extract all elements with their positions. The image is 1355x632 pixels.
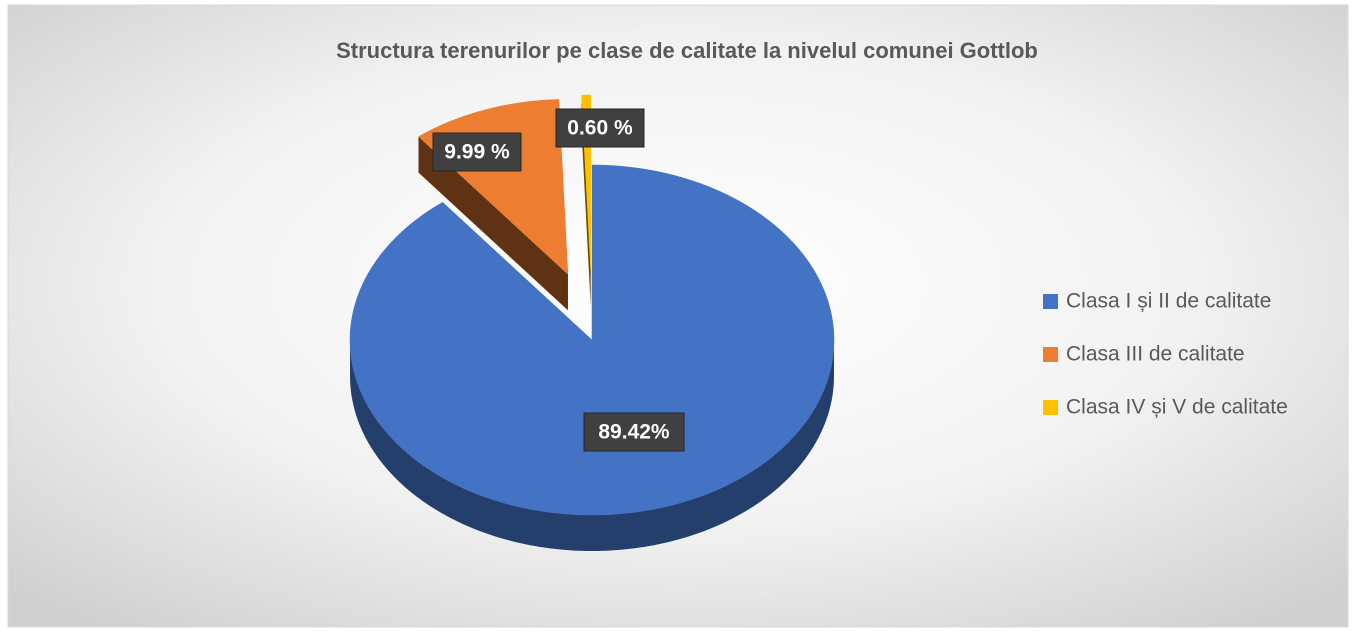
data-label: 9.99 % — [444, 141, 510, 164]
radial-face — [418, 136, 568, 311]
legend-label: Clasa IV și V de calitate — [1066, 396, 1288, 419]
data-label: 0.60 % — [567, 117, 633, 140]
outer-side — [350, 340, 834, 551]
slice — [349, 164, 835, 516]
data-label: 89.42% — [598, 421, 670, 444]
chart-title: Structura terenurilor pe clase de calita… — [336, 38, 1038, 63]
data-label-box — [583, 412, 685, 452]
data-label-box — [432, 132, 522, 172]
legend-swatch — [1043, 347, 1058, 362]
legend-swatch — [1043, 294, 1058, 309]
data-label-box — [555, 108, 645, 148]
legend-label: Clasa I și II de calitate — [1066, 290, 1271, 313]
legend-label: Clasa III de calitate — [1066, 343, 1245, 366]
radial-face — [581, 95, 591, 307]
legend-swatch — [1043, 400, 1058, 415]
slice-side — [581, 95, 591, 307]
